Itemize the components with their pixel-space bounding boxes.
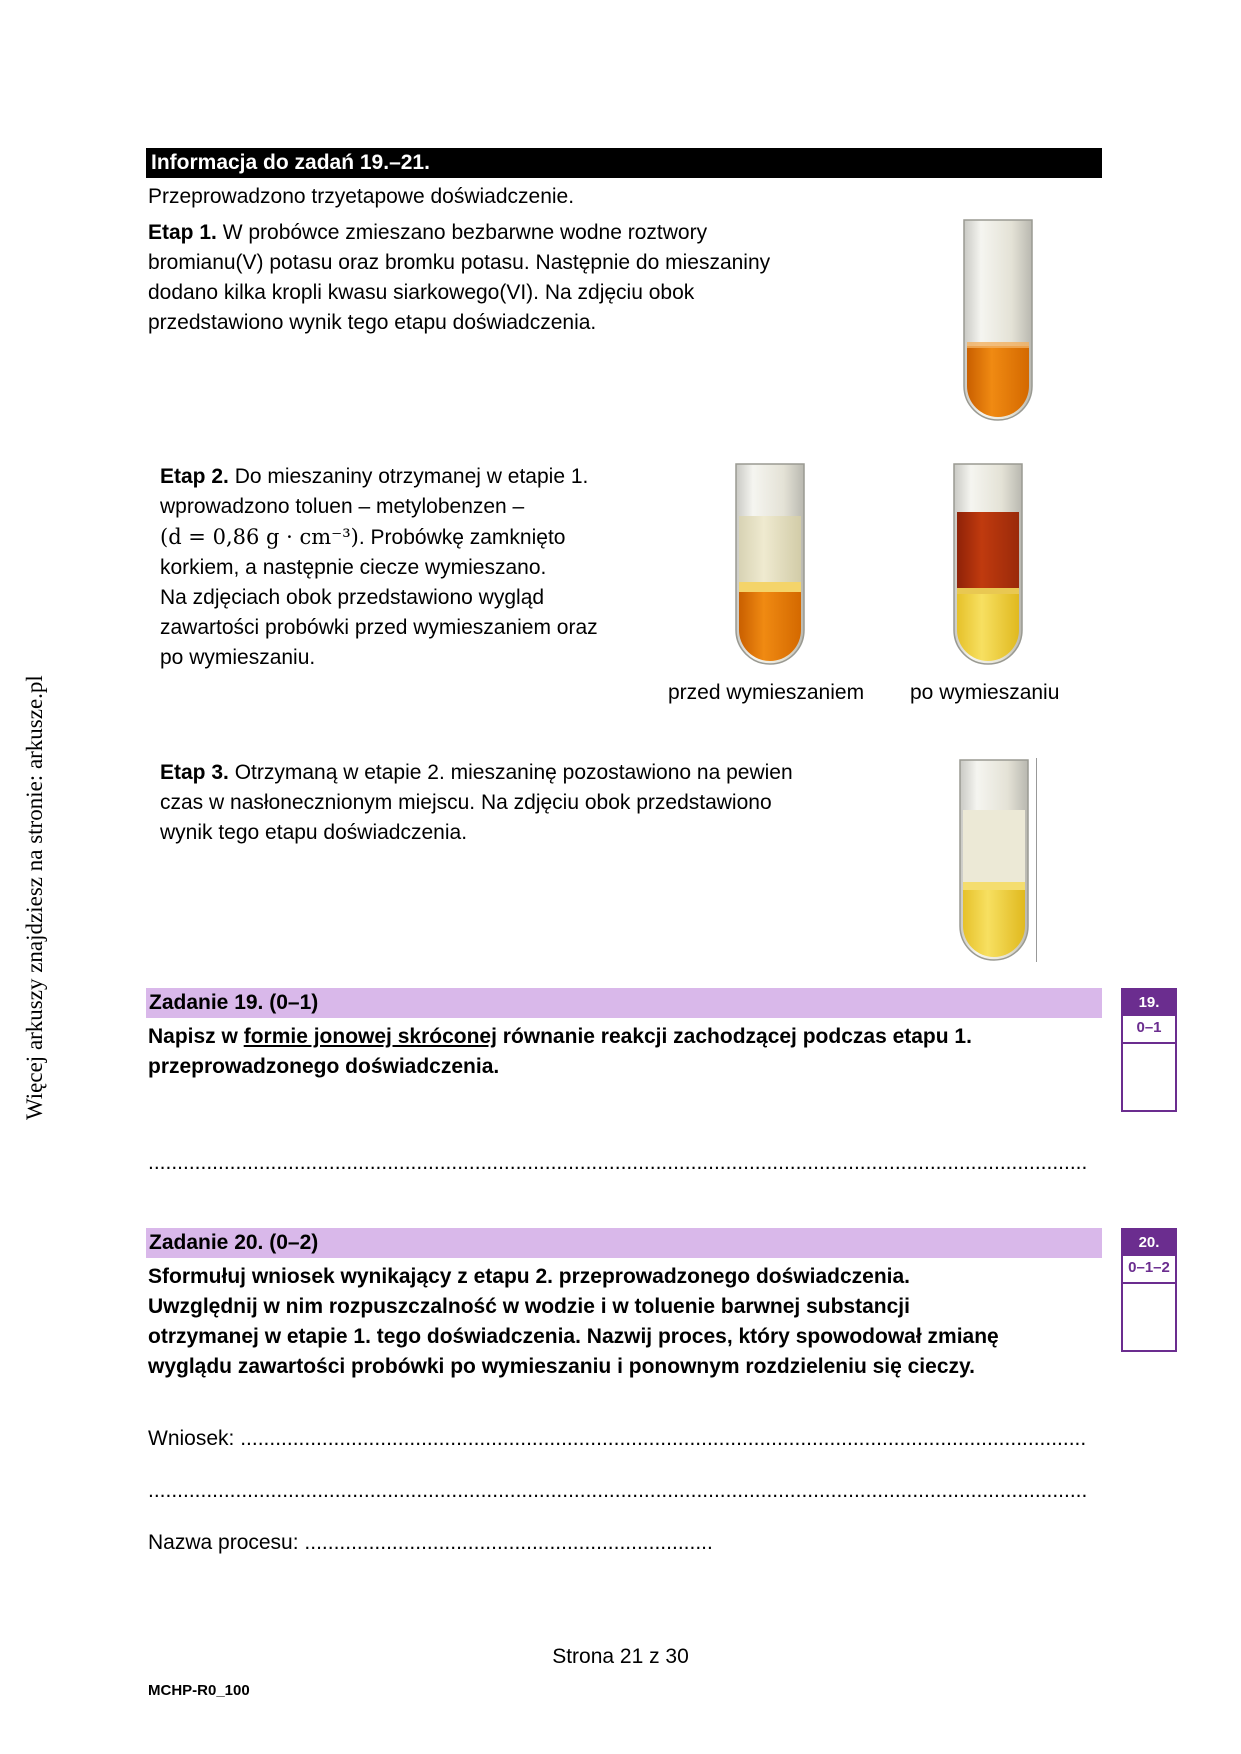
task20-line: Uwzględnij w nim rozpuszczalność w wodzi… <box>148 1295 910 1318</box>
stage2-line: . Probówkę zamknięto <box>358 526 566 549</box>
stage1-line: bromianu(V) potasu oraz bromku potasu. N… <box>148 251 771 274</box>
test-tube-stage1-image <box>963 219 1033 421</box>
density-formula: (d = 0,86 g · cm⁻³) <box>160 525 359 549</box>
stage2-line: po wymieszaniu. <box>160 646 316 669</box>
task20-line: Sformułuj wniosek wynikający z etapu 2. … <box>148 1265 911 1288</box>
task19-instructions: Napisz w formie jonowej skróconej równan… <box>148 1022 1068 1082</box>
page-number: Strona 21 z 30 <box>552 1645 689 1668</box>
test-tube-stage3-image <box>959 759 1029 961</box>
test-tube-after-mixing-image <box>953 463 1023 665</box>
task19-underlined-text: formie jonowej skróconej <box>243 1025 497 1048</box>
stage2-line: wprowadzono toluen – metylobenzen – <box>160 495 525 518</box>
task19-text: przeprowadzonego doświadczenia. <box>148 1055 500 1078</box>
task19-answer-line[interactable]: ........................................… <box>148 1151 1088 1174</box>
exam-code: MCHP-R0_100 <box>148 1682 250 1699</box>
stage3-line: czas w nasłonecznionym miejscu. Na zdjęc… <box>160 791 772 814</box>
task20-instructions: Sformułuj wniosek wynikający z etapu 2. … <box>148 1262 1108 1382</box>
task20-score-box: 20. 0–1–2 <box>1121 1228 1177 1352</box>
task19-text: równanie reakcji zachodzącej podczas eta… <box>496 1025 972 1048</box>
stage3-paragraph: Etap 3. Otrzymaną w etapie 2. mieszaninę… <box>160 758 900 848</box>
stage1-line: przedstawiono wynik tego etapu doświadcz… <box>148 311 597 334</box>
conclusion-label: Wniosek: <box>148 1427 241 1450</box>
stage2-line: Do mieszaniny otrzymanej w etapie 1. <box>228 465 589 488</box>
stage3-line: wynik tego etapu doświadczenia. <box>160 821 468 844</box>
image-divider <box>1036 758 1037 962</box>
stage2-line: zawartości probówki przed wymieszaniem o… <box>160 616 598 639</box>
task20-line: otrzymanej w etapie 1. tego doświadczeni… <box>148 1325 999 1348</box>
stage1-line: dodano kilka kropli kwasu siarkowego(VI)… <box>148 281 695 304</box>
stage2-line: korkiem, a następnie ciecze wymieszano. <box>160 556 547 579</box>
task19-text: Napisz w <box>148 1025 244 1048</box>
stage3-line: Otrzymaną w etapie 2. mieszaninę pozosta… <box>228 761 793 784</box>
info-header: Informacja do zadań 19.–21. <box>146 148 1102 178</box>
process-name-label: Nazwa procesu: <box>148 1531 305 1554</box>
stage1-paragraph: Etap 1. W probówce zmieszano bezbarwne w… <box>148 218 868 338</box>
task19-score-points: 0–1 <box>1123 1016 1175 1044</box>
caption-before-mixing: przed wymieszaniem <box>668 681 865 704</box>
stage2-label: Etap 2. <box>160 465 229 488</box>
test-tube-before-mixing-image <box>735 463 805 665</box>
task19-score-box: 19. 0–1 <box>1121 988 1177 1112</box>
conclusion-answer-line-2[interactable]: ........................................… <box>148 1479 1088 1502</box>
stage2-line: Na zdjęciach obok przedstawiono wygląd <box>160 586 545 609</box>
caption-after-mixing: po wymieszaniu <box>910 681 1060 704</box>
task19-score-number: 19. <box>1123 990 1175 1016</box>
task20-score-points: 0–1–2 <box>1123 1256 1175 1284</box>
conclusion-answer-line[interactable]: Wniosek: ...............................… <box>148 1427 1088 1450</box>
task19-score-field[interactable] <box>1123 1044 1175 1110</box>
task20-score-number: 20. <box>1123 1230 1175 1256</box>
task20-score-field[interactable] <box>1123 1284 1175 1350</box>
task19-title: Zadanie 19. (0–1) <box>146 988 1102 1018</box>
task20-title: Zadanie 20. (0–2) <box>146 1228 1102 1258</box>
stage1-label: Etap 1. <box>148 221 217 244</box>
stage1-line: W probówce zmieszano bezbarwne wodne roz… <box>216 221 708 244</box>
process-name-answer-line[interactable]: Nazwa procesu: .........................… <box>148 1531 713 1554</box>
side-watermark-text: Więcej arkuszy znajdziesz na stronie: ar… <box>22 675 47 1120</box>
stage3-label: Etap 3. <box>160 761 229 784</box>
intro-text: Przeprowadzono trzyetapowe doświadczenie… <box>148 185 575 208</box>
task20-line: wyglądu zawartości probówki po wymieszan… <box>148 1355 975 1378</box>
stage2-paragraph: Etap 2. Do mieszaniny otrzymanej w etapi… <box>160 462 680 673</box>
